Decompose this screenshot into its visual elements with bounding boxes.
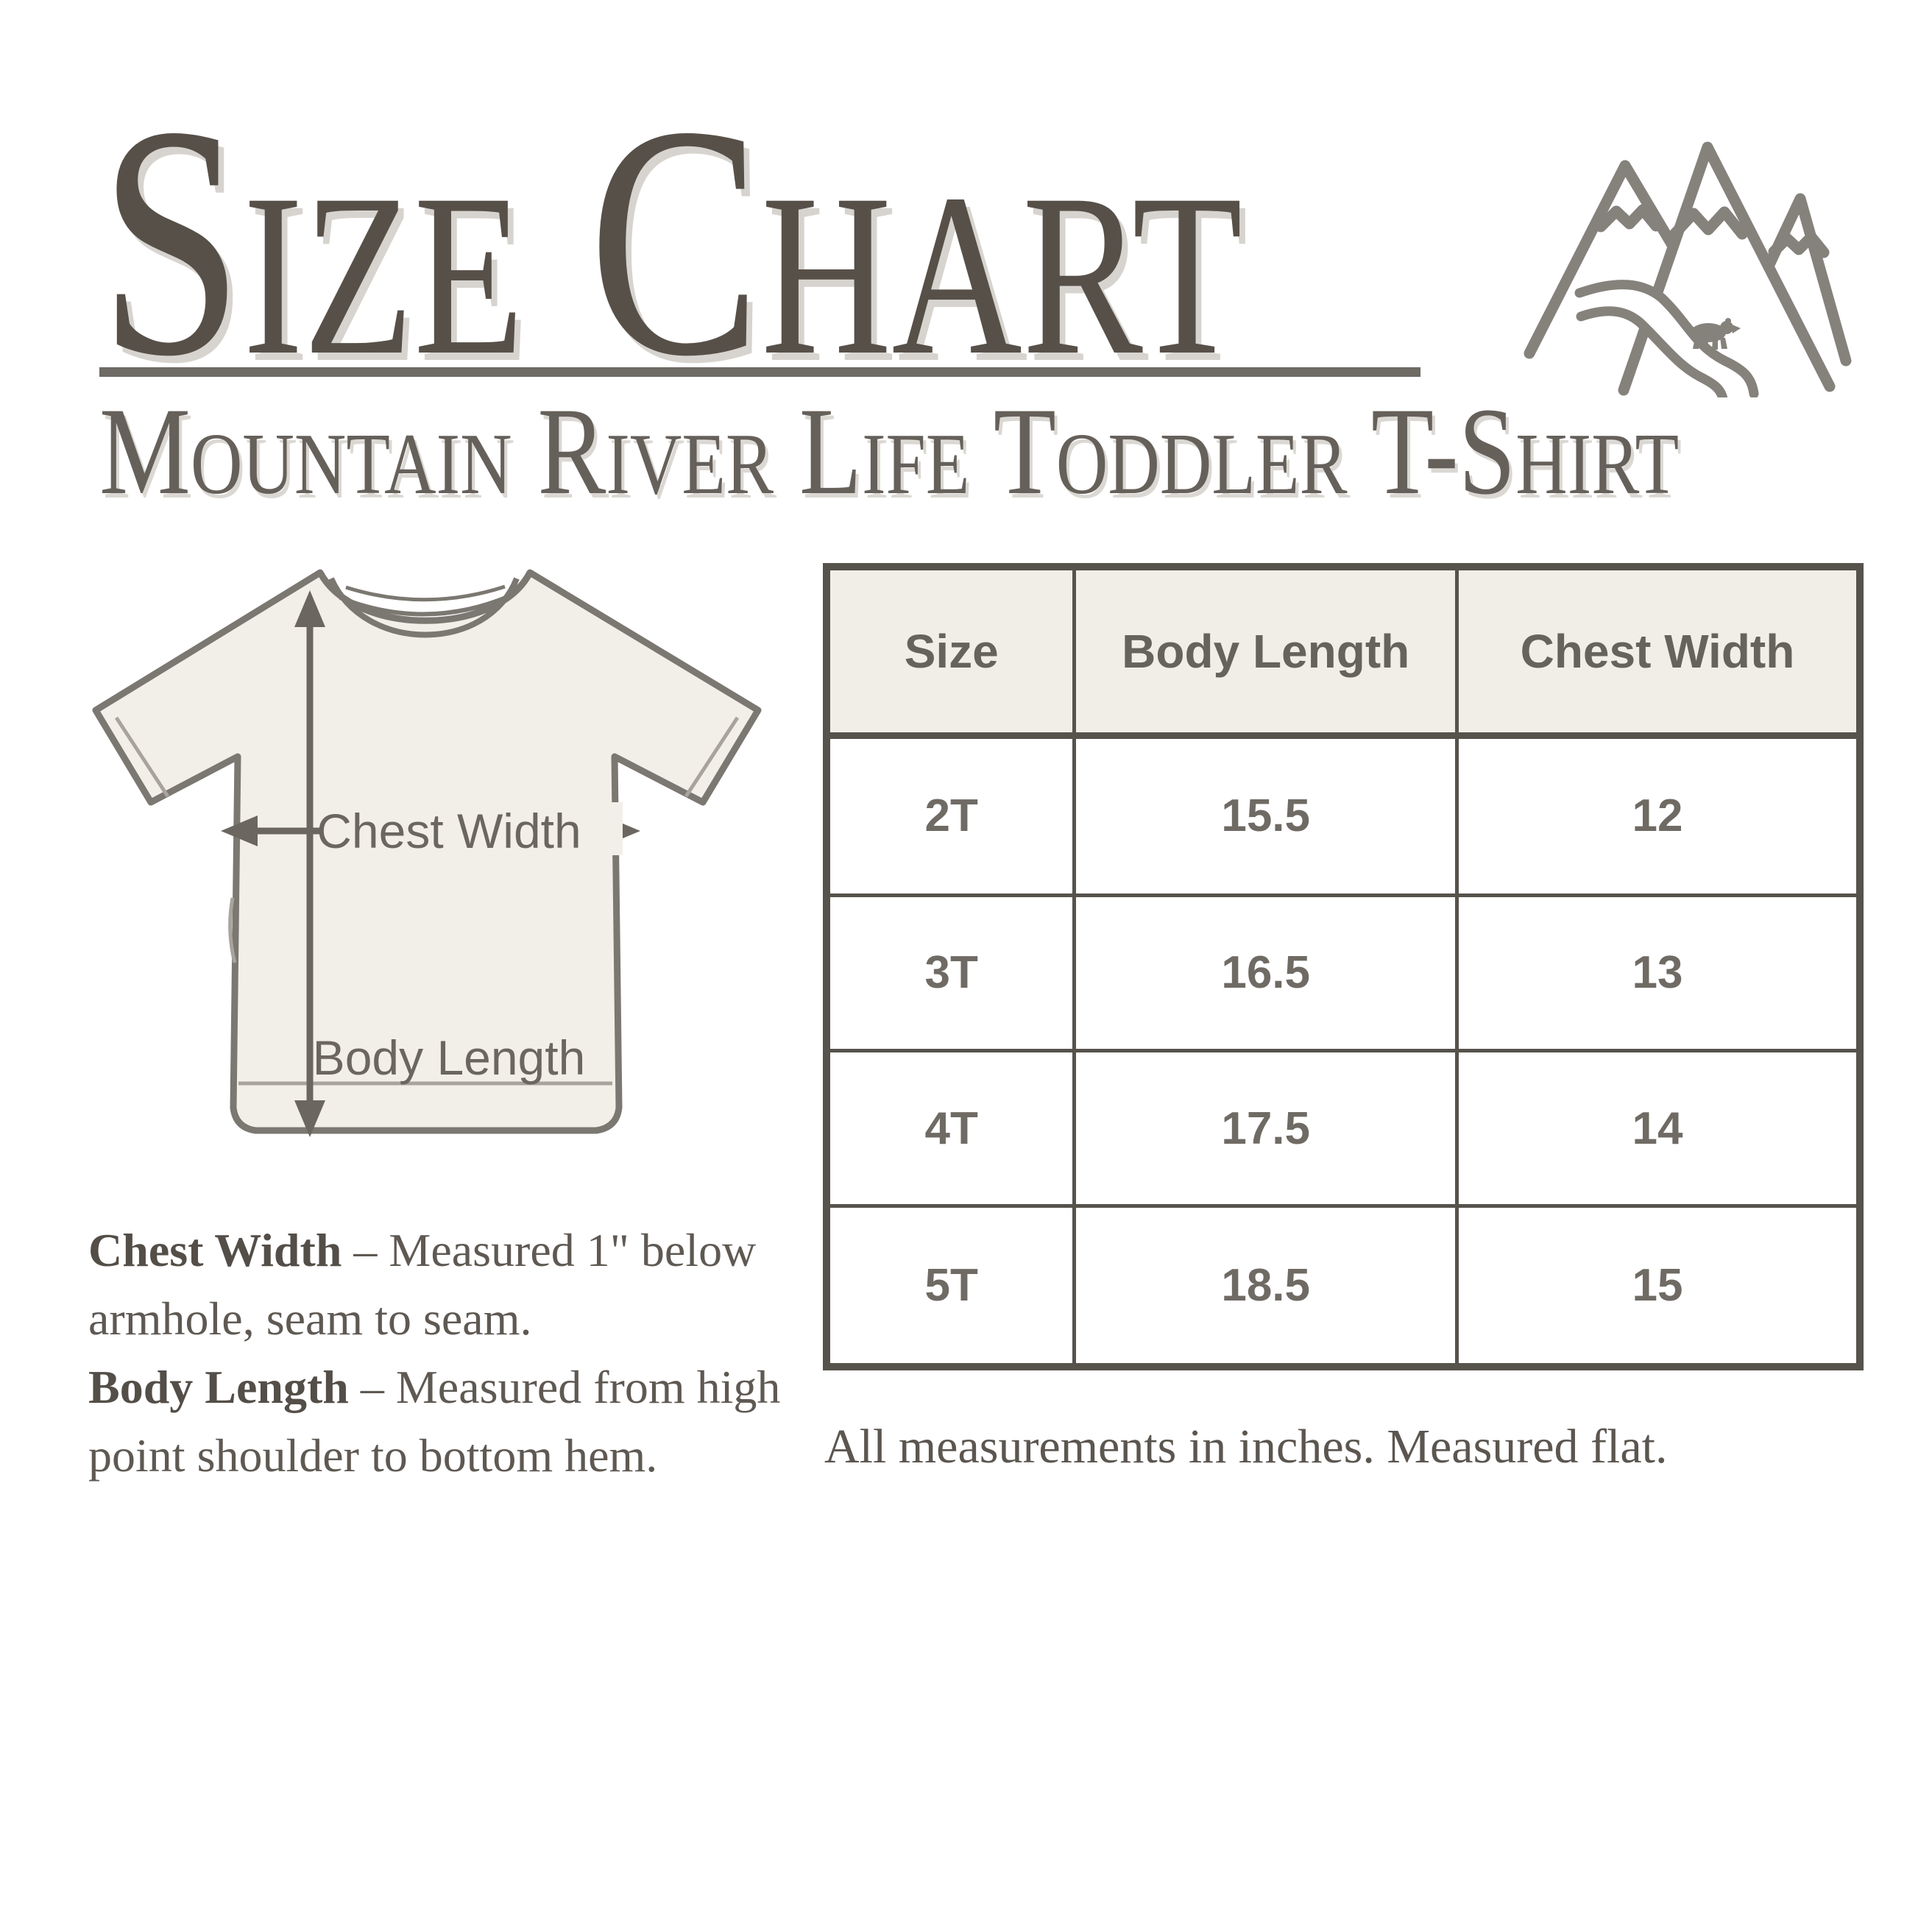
table-row: 5T 18.5 15 bbox=[824, 1204, 1862, 1369]
center-snow-line bbox=[1669, 206, 1748, 240]
table-row: 4T 17.5 14 bbox=[824, 1049, 1862, 1209]
body-length-arrow bbox=[294, 590, 325, 1137]
cell-chest-width: 12 bbox=[1454, 734, 1862, 897]
title-underline bbox=[99, 367, 1420, 377]
body-length-note: Body Length – Measured from high point s… bbox=[88, 1353, 832, 1490]
chest-width-note-term: Chest Width bbox=[88, 1224, 342, 1276]
river bbox=[1574, 280, 1759, 397]
body-length-note-term: Body Length bbox=[88, 1361, 349, 1413]
header-chest-width: Chest Width bbox=[1454, 565, 1862, 739]
body-length-note-text: – Measured from high point shoulder to b… bbox=[88, 1361, 781, 1482]
body-length-label: Body Length bbox=[313, 1030, 586, 1085]
chest-width-label-mask bbox=[322, 802, 623, 855]
measurements-footnote: All measurements in inches. Measured fla… bbox=[824, 1420, 1668, 1473]
cell-size: 4T bbox=[824, 1049, 1077, 1209]
shirt-stitching bbox=[114, 716, 740, 1086]
cell-size: 3T bbox=[824, 893, 1077, 1053]
tshirt-diagram: Chest Width Body Length bbox=[92, 569, 762, 1137]
river-mask bbox=[1568, 285, 1751, 397]
table-row: 3T 16.5 13 bbox=[824, 893, 1862, 1053]
page-subtitle: Mountain River Life Toddler T-Shirt bbox=[99, 382, 1680, 520]
table-header-row: Size Body Length Chest Width bbox=[824, 565, 1862, 739]
header-body-length: Body Length bbox=[1072, 565, 1459, 739]
shirt-collar bbox=[328, 577, 520, 638]
left-snow-line bbox=[1595, 204, 1662, 233]
cell-size: 5T bbox=[824, 1204, 1077, 1369]
cell-body-length: 15.5 bbox=[1072, 734, 1459, 897]
cell-body-length: 16.5 bbox=[1072, 893, 1459, 1053]
header-size: Size bbox=[824, 565, 1077, 739]
chest-width-note-text: – Measured 1" below armhole, seam to sea… bbox=[88, 1224, 757, 1345]
chest-width-note: Chest Width – Measured 1" below armhole,… bbox=[88, 1216, 832, 1353]
cell-chest-width: 15 bbox=[1454, 1204, 1862, 1369]
mountains-river-bear-icon bbox=[1524, 141, 1852, 397]
cell-chest-width: 13 bbox=[1454, 893, 1862, 1053]
cell-body-length: 18.5 bbox=[1072, 1204, 1459, 1369]
right-snow-line bbox=[1768, 231, 1830, 258]
bear-icon bbox=[1688, 318, 1741, 350]
table-row: 2T 15.5 12 bbox=[824, 734, 1862, 897]
size-table: Size Body Length Chest Width 2T 15.5 12 … bbox=[823, 563, 1864, 1370]
cell-body-length: 17.5 bbox=[1072, 1049, 1459, 1209]
cell-size: 2T bbox=[824, 734, 1077, 897]
cell-chest-width: 14 bbox=[1454, 1049, 1862, 1209]
chest-width-label: Chest Width bbox=[316, 804, 581, 858]
page-title: Size Chart bbox=[99, 58, 1243, 425]
measurement-notes: Chest Width – Measured 1" below armhole,… bbox=[88, 1216, 832, 1490]
